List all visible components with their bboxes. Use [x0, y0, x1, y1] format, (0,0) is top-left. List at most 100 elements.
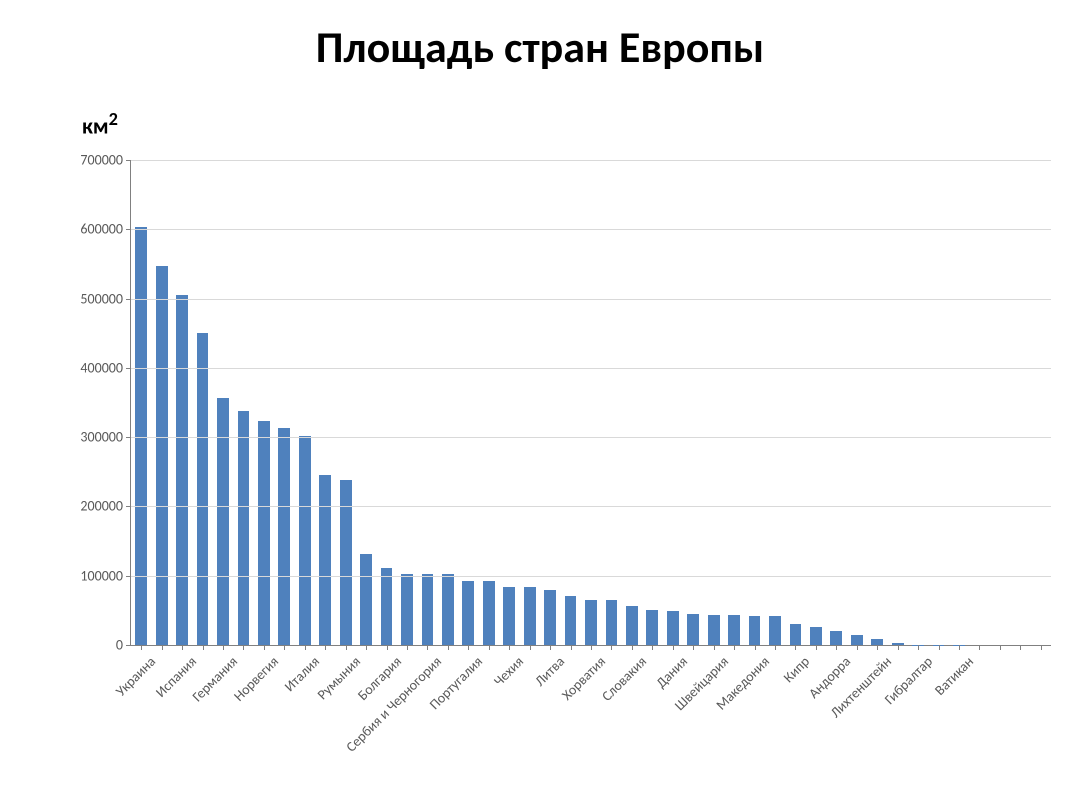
bar — [258, 421, 270, 645]
bar — [422, 574, 434, 645]
chart-title: Площадь стран Европы — [0, 20, 1080, 74]
bar — [646, 610, 658, 645]
y-tick-label: 400000 — [80, 359, 123, 376]
x-tick-mark — [1020, 645, 1021, 650]
x-tick-mark — [795, 645, 796, 650]
x-tick-mark — [591, 645, 592, 650]
y-tick-label: 0 — [116, 637, 123, 654]
x-tick-mark — [693, 645, 694, 650]
bar — [830, 631, 842, 645]
x-tick-mark — [346, 645, 347, 650]
x-tick-mark — [959, 645, 960, 650]
x-tick-mark — [734, 645, 735, 650]
bar — [176, 295, 188, 645]
y-tick-label: 300000 — [80, 429, 123, 446]
bar — [483, 581, 495, 645]
chart-container: Площадь стран Европы км2 010000020000030… — [0, 0, 1080, 804]
y-tick-mark — [126, 645, 131, 646]
bar — [360, 554, 372, 645]
x-tick-mark — [857, 645, 858, 650]
y-axis-label: км2 — [82, 108, 118, 139]
x-tick-mark — [468, 645, 469, 650]
x-tick-mark — [489, 645, 490, 650]
x-tick-mark — [182, 645, 183, 650]
bar — [687, 614, 699, 645]
x-tick-mark — [387, 645, 388, 650]
x-tick-mark — [571, 645, 572, 650]
y-tick-label: 100000 — [80, 567, 123, 584]
bar — [585, 600, 597, 645]
bar — [524, 587, 536, 645]
x-tick-mark — [755, 645, 756, 650]
y-tick-mark — [126, 437, 131, 438]
bar — [197, 333, 209, 645]
x-tick-mark — [714, 645, 715, 650]
bar — [503, 587, 515, 645]
x-tick-mark — [877, 645, 878, 650]
bars-layer — [131, 160, 1051, 645]
bar — [156, 266, 168, 645]
x-tick-mark — [611, 645, 612, 650]
gridline — [131, 229, 1051, 230]
gridline — [131, 437, 1051, 438]
x-tick-mark — [162, 645, 163, 650]
x-tick-mark — [284, 645, 285, 650]
bar — [462, 581, 474, 645]
x-tick-mark — [632, 645, 633, 650]
x-tick-mark — [427, 645, 428, 650]
x-tick-mark — [898, 645, 899, 650]
bar — [790, 624, 802, 645]
x-tick-mark — [141, 645, 142, 650]
bar — [851, 635, 863, 645]
bar — [442, 574, 454, 645]
bar — [606, 600, 618, 645]
x-tick-mark — [448, 645, 449, 650]
y-tick-mark — [126, 160, 131, 161]
x-tick-mark — [673, 645, 674, 650]
bar — [238, 411, 250, 645]
gridline — [131, 160, 1051, 161]
x-tick-mark — [979, 645, 980, 650]
bar — [708, 615, 720, 645]
bar — [401, 574, 413, 645]
x-tick-mark — [509, 645, 510, 650]
x-tick-mark — [407, 645, 408, 650]
bar — [626, 606, 638, 645]
bar — [319, 475, 331, 645]
x-tick-mark — [223, 645, 224, 650]
gridline — [131, 576, 1051, 577]
x-tick-mark — [1000, 645, 1001, 650]
gridline — [131, 368, 1051, 369]
bar — [217, 398, 229, 645]
y-tick-mark — [126, 368, 131, 369]
gridline — [131, 299, 1051, 300]
x-tick-mark — [939, 645, 940, 650]
bar — [135, 227, 147, 645]
bar — [381, 568, 393, 645]
x-tick-mark — [775, 645, 776, 650]
bar — [749, 616, 761, 645]
bar — [810, 627, 822, 645]
y-tick-mark — [126, 506, 131, 507]
x-tick-mark — [816, 645, 817, 650]
bar — [769, 616, 781, 645]
bar — [278, 428, 290, 645]
bar — [340, 480, 352, 645]
gridline — [131, 506, 1051, 507]
bar — [565, 596, 577, 645]
x-tick-mark — [264, 645, 265, 650]
bar — [728, 615, 740, 645]
x-tick-mark — [836, 645, 837, 650]
y-tick-label: 500000 — [80, 290, 123, 307]
x-tick-mark — [243, 645, 244, 650]
y-tick-label: 600000 — [80, 221, 123, 238]
x-tick-mark — [325, 645, 326, 650]
x-tick-mark — [1041, 645, 1042, 650]
x-tick-mark — [366, 645, 367, 650]
y-tick-mark — [126, 299, 131, 300]
x-tick-mark — [530, 645, 531, 650]
y-tick-label: 700000 — [80, 152, 123, 169]
x-tick-mark — [918, 645, 919, 650]
plot-area: 0100000200000300000400000500000600000700… — [130, 160, 1051, 646]
x-tick-mark — [203, 645, 204, 650]
